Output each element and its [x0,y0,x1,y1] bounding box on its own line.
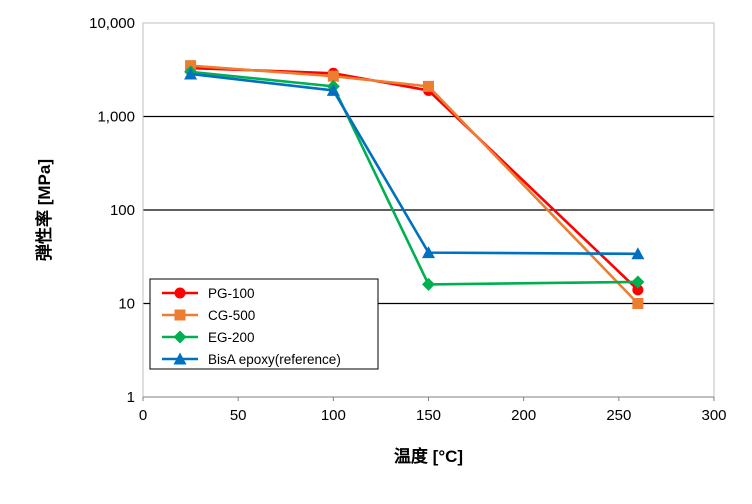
series-layer [184,60,645,309]
x-tick-label: 150 [416,407,441,424]
series-line [190,64,639,305]
legend-swatch-marker [174,287,186,299]
data-point [632,298,644,309]
legend-swatch-marker [173,330,187,344]
x-tick-label: 300 [701,407,726,424]
data-point [326,83,340,96]
data-point [631,275,645,289]
legend-label: BisA epoxy(reference) [208,352,341,367]
y-tick-label: 1 [127,389,135,406]
y-tick-label: 10,000 [89,15,135,32]
legend-entry: CG-500 [162,308,255,323]
legend-label: CG-500 [208,308,255,323]
series-line [190,72,638,256]
y-tick-label: 10 [118,296,135,313]
series-eg-200 [184,65,645,291]
data-point [423,80,434,92]
x-axis-title: 温度 [°C] [394,446,463,466]
legend-swatch-marker [173,352,187,365]
legend-label: EG-200 [208,330,255,345]
legend-entry: PG-100 [162,286,255,301]
axis-ticks: 1 10 100 1,000 10,000 0 50 100 150 200 250 300 [89,15,726,424]
data-point [422,246,435,259]
series-pg-100 [185,62,644,296]
legend-entry: BisA epoxy(reference) [162,352,341,367]
series-line [190,70,638,286]
legend-label: PG-100 [208,286,255,301]
grid-lines [143,115,714,305]
x-tick-label: 200 [511,407,536,424]
x-tick-label: 0 [139,407,147,424]
legend-swatch-marker [174,309,186,321]
x-tick-label: 100 [321,407,346,424]
series-cg-500 [185,60,644,309]
data-point [327,70,339,82]
y-axis-title: 弾性率 [MPa] [34,159,54,261]
data-point [632,284,644,296]
series-bisa-epoxy-reference- [184,67,645,260]
y-tick-label: 100 [110,202,135,219]
data-point [422,277,435,291]
data-point [631,247,645,260]
legend-entry: EG-200 [162,330,255,345]
y-tick-label: 1,000 [97,109,135,126]
legend: PG-100 CG-500 EG-200 BisA epoxy(reference) [149,278,379,370]
x-tick-label: 50 [230,407,247,424]
x-tick-label: 250 [606,407,631,424]
data-point [184,67,198,80]
